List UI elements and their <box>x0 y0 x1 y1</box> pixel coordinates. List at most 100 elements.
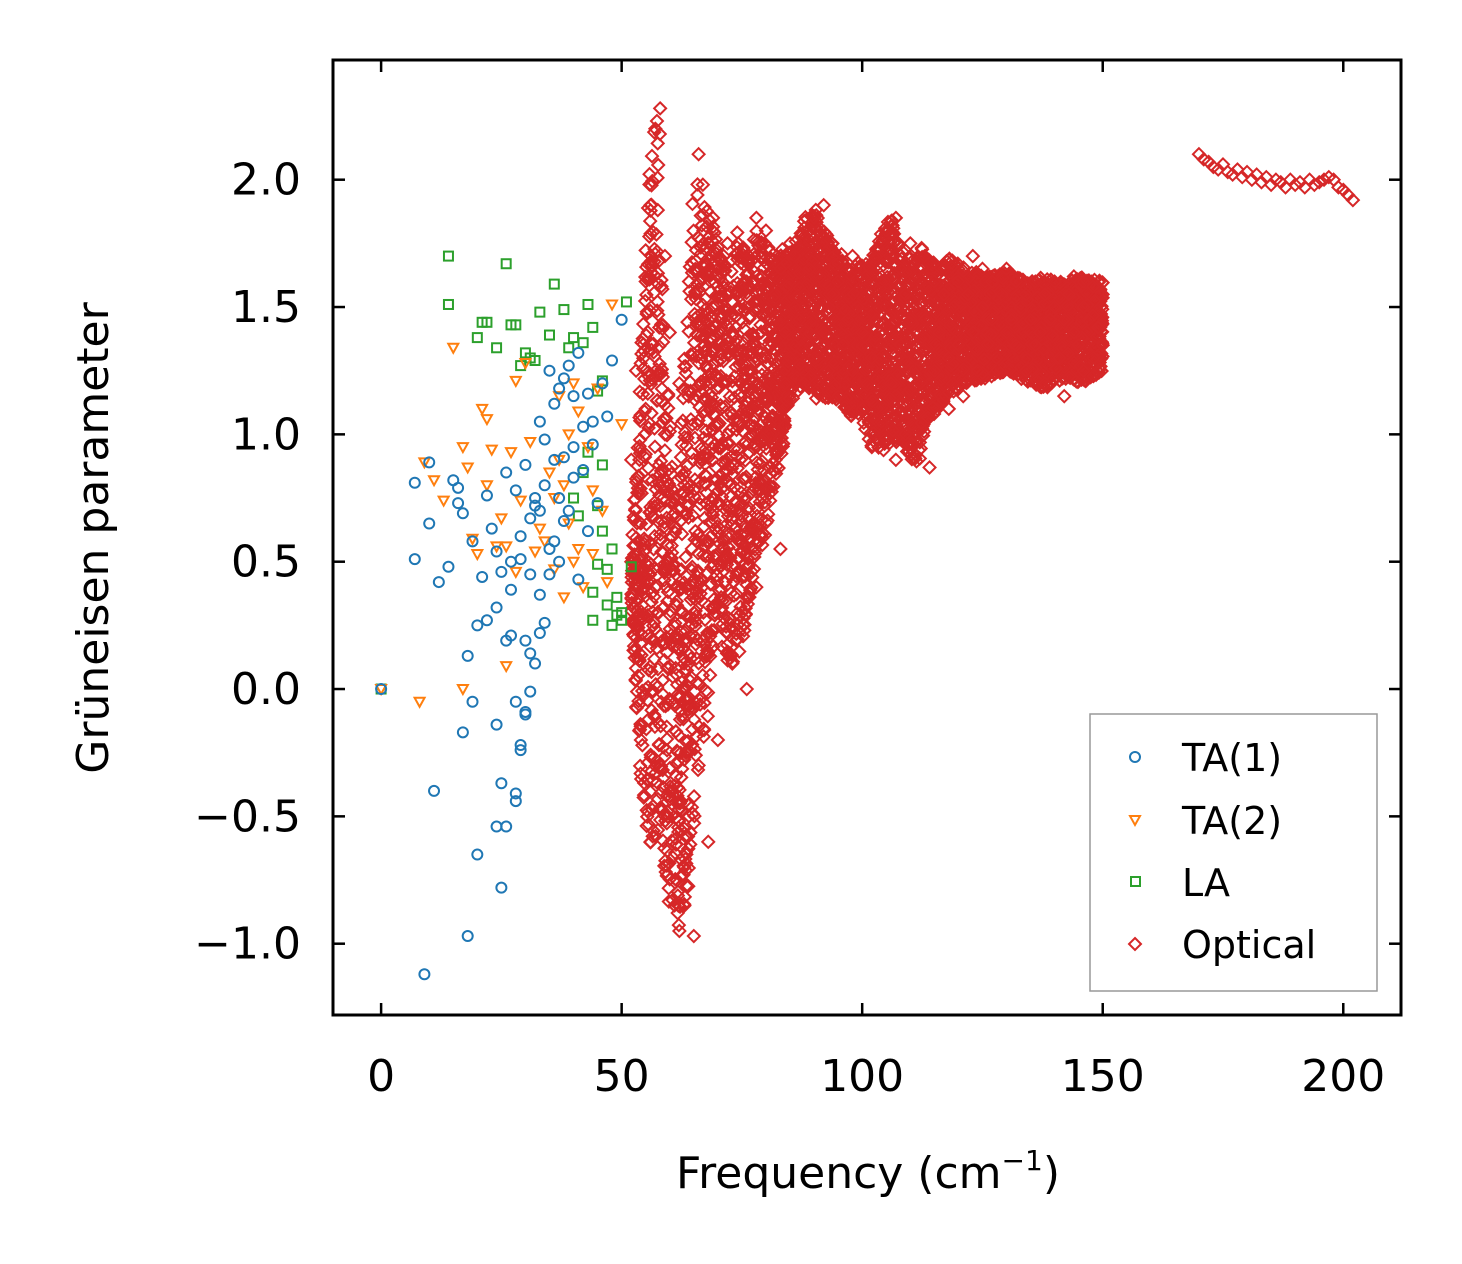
optical-band-point <box>659 731 675 747</box>
optical-band-point <box>873 226 889 242</box>
optical-band-point <box>644 508 660 524</box>
optical-band-point <box>714 639 730 655</box>
optical-band-point <box>859 267 875 283</box>
optical-band-point <box>682 744 698 759</box>
optical-band-point <box>698 477 713 492</box>
optical-band-point <box>757 498 773 514</box>
optical-band-point <box>638 401 654 417</box>
optical-band-point <box>808 327 824 343</box>
optical-band-point <box>634 485 650 501</box>
optical-band-point <box>750 431 765 447</box>
optical-band-point <box>696 338 712 354</box>
optical-band-point <box>631 534 647 550</box>
optical-band-point <box>663 574 679 590</box>
optical-band-point <box>628 672 644 687</box>
optical-band-point <box>670 802 686 817</box>
optical-band-point <box>731 644 747 659</box>
optical-band-point <box>684 254 700 270</box>
optical-band-point <box>855 338 870 353</box>
optical-band-point <box>632 410 647 425</box>
optical-band-point <box>761 370 777 386</box>
optical-band-point <box>766 262 782 278</box>
optical-band-point <box>657 515 672 531</box>
optical-band-point <box>662 871 678 887</box>
optical-band-point <box>678 608 694 624</box>
optical-band-point <box>706 622 722 638</box>
optical-band-point <box>707 299 723 315</box>
optical-band-point <box>810 382 825 398</box>
optical-band-point <box>649 244 665 259</box>
optical-band-point <box>693 377 709 393</box>
optical-band-point <box>761 486 777 502</box>
optical-band-point <box>762 465 778 481</box>
optical-band-point <box>790 288 806 304</box>
optical-band-point <box>824 309 840 325</box>
optical-band-point <box>875 322 890 337</box>
optical-band-point <box>673 449 689 465</box>
optical-band-point <box>780 376 796 392</box>
optical-band-point <box>705 452 721 468</box>
optical-band-point <box>682 283 697 299</box>
optical-band-point <box>631 468 647 484</box>
optical-band-point <box>712 520 727 536</box>
optical-band-point <box>681 498 697 514</box>
optical-band-point <box>753 434 769 450</box>
optical-band-point <box>656 599 672 615</box>
optical-band-point <box>664 538 680 554</box>
optical-band-point <box>740 255 756 271</box>
optical-band-point <box>904 333 920 349</box>
optical-band-point <box>813 229 829 245</box>
optical-band-point <box>884 226 899 242</box>
optical-band-point <box>721 458 737 474</box>
optical-band-point <box>789 370 805 386</box>
optical-band-point <box>886 398 902 413</box>
optical-band-point <box>802 233 818 248</box>
optical-band-point <box>732 312 748 327</box>
optical-band-point <box>791 265 807 281</box>
optical-band-point <box>866 433 881 449</box>
optical-band-point <box>702 576 718 592</box>
optical-band-point <box>911 291 927 307</box>
optical-band-point <box>672 712 688 727</box>
optical-band-point <box>699 485 715 501</box>
optical-band-point <box>816 229 832 245</box>
optical-band-point <box>772 431 788 447</box>
optical-band-point <box>695 547 711 563</box>
optical-band-point <box>668 724 684 739</box>
optical-band-point <box>822 286 838 302</box>
optical-band-point <box>664 459 680 475</box>
optical-band-point <box>806 300 822 316</box>
optical-band-point <box>816 364 832 380</box>
optical-band-point <box>708 550 724 566</box>
optical-band-point <box>771 414 786 429</box>
optical-band-point <box>920 410 936 426</box>
optical-band-point <box>705 398 721 414</box>
optical-band-point <box>827 355 843 371</box>
optical-band-point <box>664 557 680 573</box>
optical-band-point <box>636 787 652 803</box>
optical-band-point <box>734 450 750 466</box>
optical-band-point <box>688 286 703 302</box>
optical-band-point <box>693 246 709 262</box>
optical-band-point <box>736 335 752 351</box>
optical-band-point <box>641 229 657 244</box>
optical-band-point <box>624 591 639 607</box>
optical-band-point <box>653 453 669 469</box>
optical-band-point <box>688 603 704 619</box>
optical-band-point <box>682 836 698 852</box>
optical-band-point <box>646 614 662 630</box>
optical-band-point <box>885 423 901 439</box>
optical-band-point <box>925 399 941 415</box>
optical-band-point <box>695 297 711 313</box>
optical-band-point <box>871 308 887 323</box>
optical-band-point <box>718 593 734 609</box>
optical-band-point <box>655 414 671 430</box>
optical-band-point <box>687 284 703 300</box>
optical-band-point <box>736 243 752 258</box>
optical-band-point <box>700 685 716 701</box>
optical-band-point <box>736 257 752 273</box>
optical-band-point <box>747 249 763 265</box>
optical-band-point <box>756 463 772 478</box>
optical-band-point <box>661 894 677 909</box>
optical-band-point <box>1018 371 1033 387</box>
